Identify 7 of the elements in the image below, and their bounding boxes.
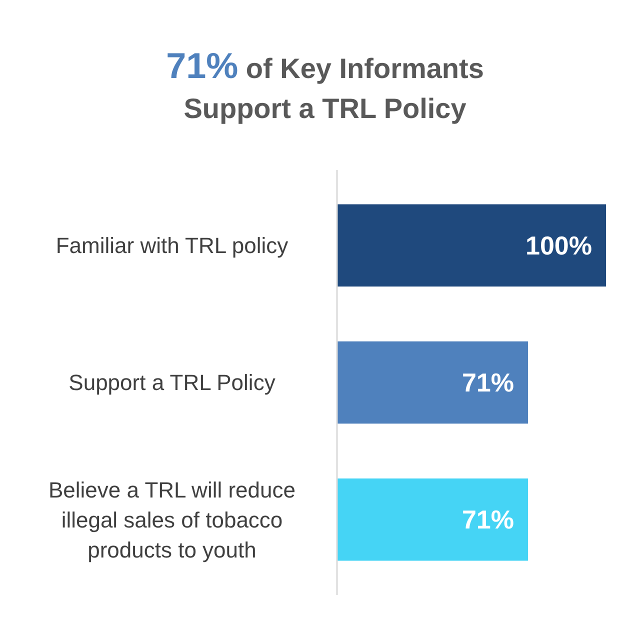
data-label: 100% (526, 230, 592, 261)
data-label: 71% (462, 504, 514, 535)
y-tick-label: Familiar with TRL policy (56, 233, 288, 258)
chart-title: 71% of Key Informants Support a TRL Policy (166, 45, 484, 124)
y-tick-label: Support a TRL Policy (68, 370, 276, 396)
y-tick-label: Believe a TRL will reduce illegal sales of tobacco products to youth (48, 477, 296, 562)
data-label: 71% (462, 368, 514, 398)
